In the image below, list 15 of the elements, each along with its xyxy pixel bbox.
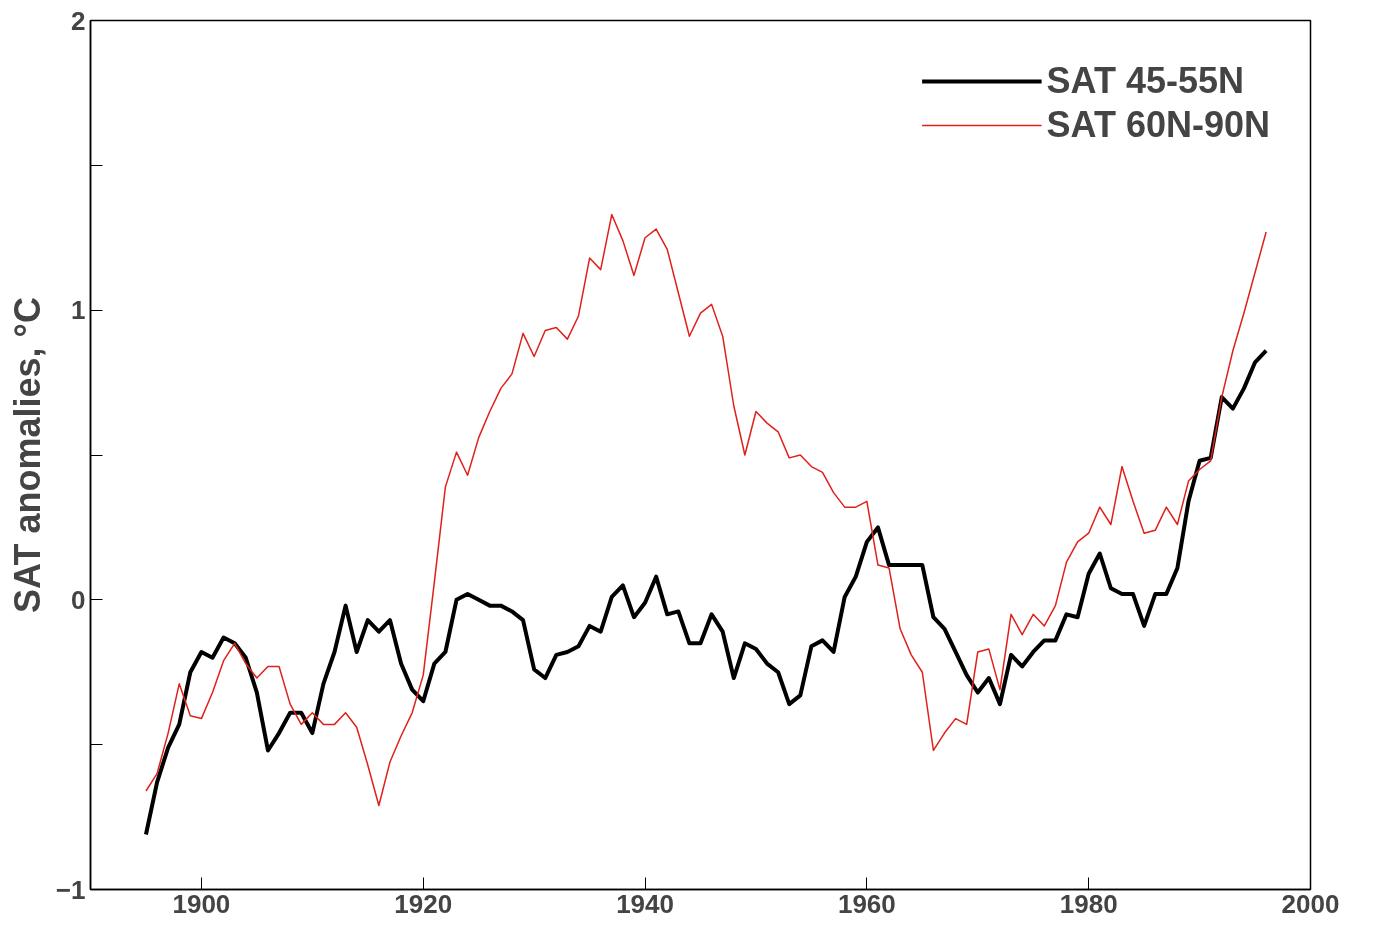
x-tick-label: 1900 — [172, 888, 231, 919]
legend-label: SAT 45-55N — [1046, 60, 1244, 102]
y-axis-title: SAT anomalies, °C — [6, 297, 48, 613]
x-tick-label: 1960 — [837, 888, 896, 919]
x-tick-label: 1980 — [1059, 888, 1118, 919]
x-tick-label: 1940 — [616, 888, 674, 919]
line-series — [145, 213, 1267, 807]
x-tick-label: 2000 — [1281, 888, 1340, 919]
y-tick-label: 2 — [71, 5, 86, 36]
legend-label: SAT 60N-90N — [1046, 104, 1270, 146]
line-series — [143, 348, 1269, 837]
y-tick-label: 0 — [71, 584, 86, 615]
y-tick-label: −1 — [55, 874, 86, 905]
x-tick-label: 1920 — [394, 888, 453, 919]
y-tick-label: 1 — [71, 295, 86, 326]
